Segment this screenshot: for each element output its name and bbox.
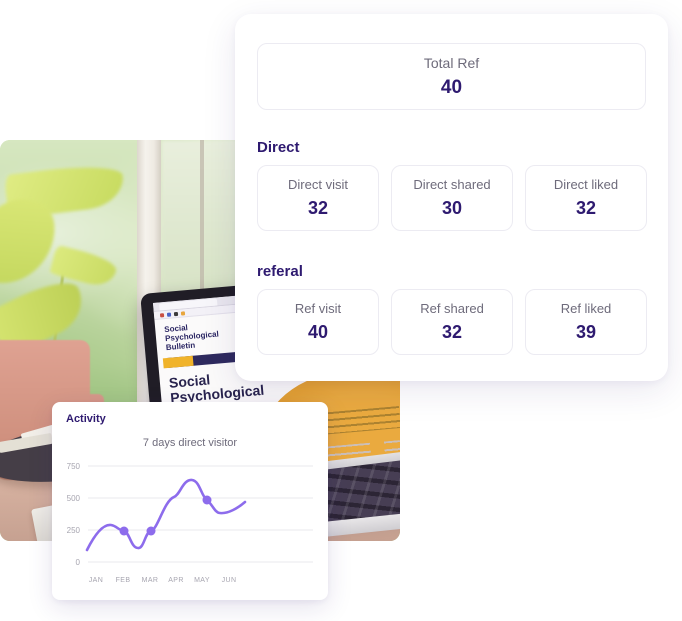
- favicon: [166, 312, 172, 317]
- chart-subtitle: 7 days direct visitor: [142, 437, 238, 449]
- referal-cards-row: Ref visit 40 Ref shared 32 Ref liked 39: [257, 289, 647, 355]
- site-name: Social Psychological Bulletin: [163, 323, 220, 353]
- section-heading-direct: Direct: [257, 139, 300, 156]
- stat-label: Direct visit: [288, 177, 348, 192]
- card-direct-visit[interactable]: Direct visit 32: [257, 165, 379, 231]
- stat-label: Ref shared: [420, 301, 484, 316]
- chart-point: [202, 495, 212, 505]
- stat-value: 32: [307, 198, 329, 218]
- chart-line: [85, 478, 247, 552]
- y-axis-tick: 750: [67, 462, 81, 471]
- total-ref-label: Total Ref: [423, 54, 480, 71]
- stat-label: Direct liked: [553, 177, 619, 192]
- direct-cards-row: Direct visit 32 Direct shared 30 Direct …: [257, 165, 647, 231]
- stat-value: 30: [441, 198, 463, 218]
- total-ref-value: 40: [440, 76, 463, 98]
- stats-panel: Total Ref 40 Direct Direct visit 32 Dire…: [235, 14, 668, 381]
- activity-chart: 750 500 250 0 JAN FEB MAR APR MAY JUN: [67, 462, 313, 584]
- x-axis-label: FEB: [116, 577, 131, 584]
- chart-point: [119, 526, 129, 536]
- favicon: [180, 310, 186, 316]
- y-axis-tick: 0: [76, 558, 81, 567]
- total-ref-card[interactable]: Total Ref 40: [257, 43, 646, 110]
- card-ref-visit[interactable]: Ref visit 40: [257, 289, 379, 355]
- x-axis-label: APR: [168, 577, 184, 584]
- y-axis-tick: 500: [67, 494, 81, 503]
- stat-label: Direct shared: [413, 177, 491, 192]
- y-axis-tick: 250: [67, 526, 81, 535]
- stat-value: 40: [307, 322, 329, 342]
- stat-label: Ref liked: [560, 301, 612, 316]
- x-axis-label: MAR: [142, 577, 159, 584]
- activity-title: Activity: [66, 413, 106, 425]
- favicon: [159, 312, 165, 317]
- card-direct-shared[interactable]: Direct shared 30: [391, 165, 513, 231]
- stat-label: Ref visit: [294, 301, 342, 316]
- stat-value: 39: [575, 322, 597, 342]
- card-ref-liked[interactable]: Ref liked 39: [525, 289, 647, 355]
- activity-card: Activity 7 days direct visitor 750 500 2…: [52, 402, 328, 600]
- card-direct-liked[interactable]: Direct liked 32: [525, 165, 647, 231]
- section-heading-referal: referal: [257, 263, 303, 280]
- chart-point: [146, 526, 156, 536]
- card-ref-shared[interactable]: Ref shared 32: [391, 289, 513, 355]
- favicon: [173, 311, 179, 316]
- x-axis-label: MAY: [194, 577, 210, 584]
- x-axis-label: JAN: [89, 577, 103, 584]
- x-axis-label: JUN: [222, 577, 237, 584]
- stat-value: 32: [441, 322, 463, 342]
- stat-value: 32: [575, 198, 597, 218]
